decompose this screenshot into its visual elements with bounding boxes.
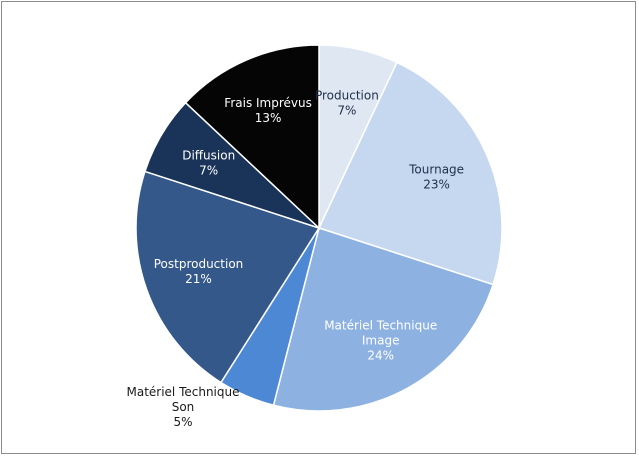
slice-label-text: Image <box>362 333 400 347</box>
pie-slice <box>317 61 503 286</box>
slice-label-text: Production <box>315 89 379 103</box>
slice-label-text: Tournage <box>408 163 464 177</box>
slice-label-text: Matériel Technique <box>324 318 437 332</box>
slice-value-label: 5% <box>173 415 192 429</box>
slice-value-label: 23% <box>423 178 450 192</box>
pie-slices <box>135 44 503 412</box>
slice-label-text: Postproduction <box>154 257 244 271</box>
slice-label-text: Son <box>172 400 195 414</box>
slice-value-label: 21% <box>185 272 212 286</box>
slice-label-text: Diffusion <box>182 148 235 162</box>
slice-value-label: 7% <box>199 163 218 177</box>
slice-value-label: 13% <box>255 111 282 125</box>
pie-slice <box>135 170 321 384</box>
slice-value-label: 7% <box>337 104 356 118</box>
pie-slice <box>184 44 320 230</box>
slice-label-text: Matériel Technique <box>126 385 239 399</box>
pie-slice <box>272 227 494 412</box>
slice-value-label: 24% <box>367 348 394 362</box>
slice-label-text: Frais Imprévus <box>224 96 312 110</box>
